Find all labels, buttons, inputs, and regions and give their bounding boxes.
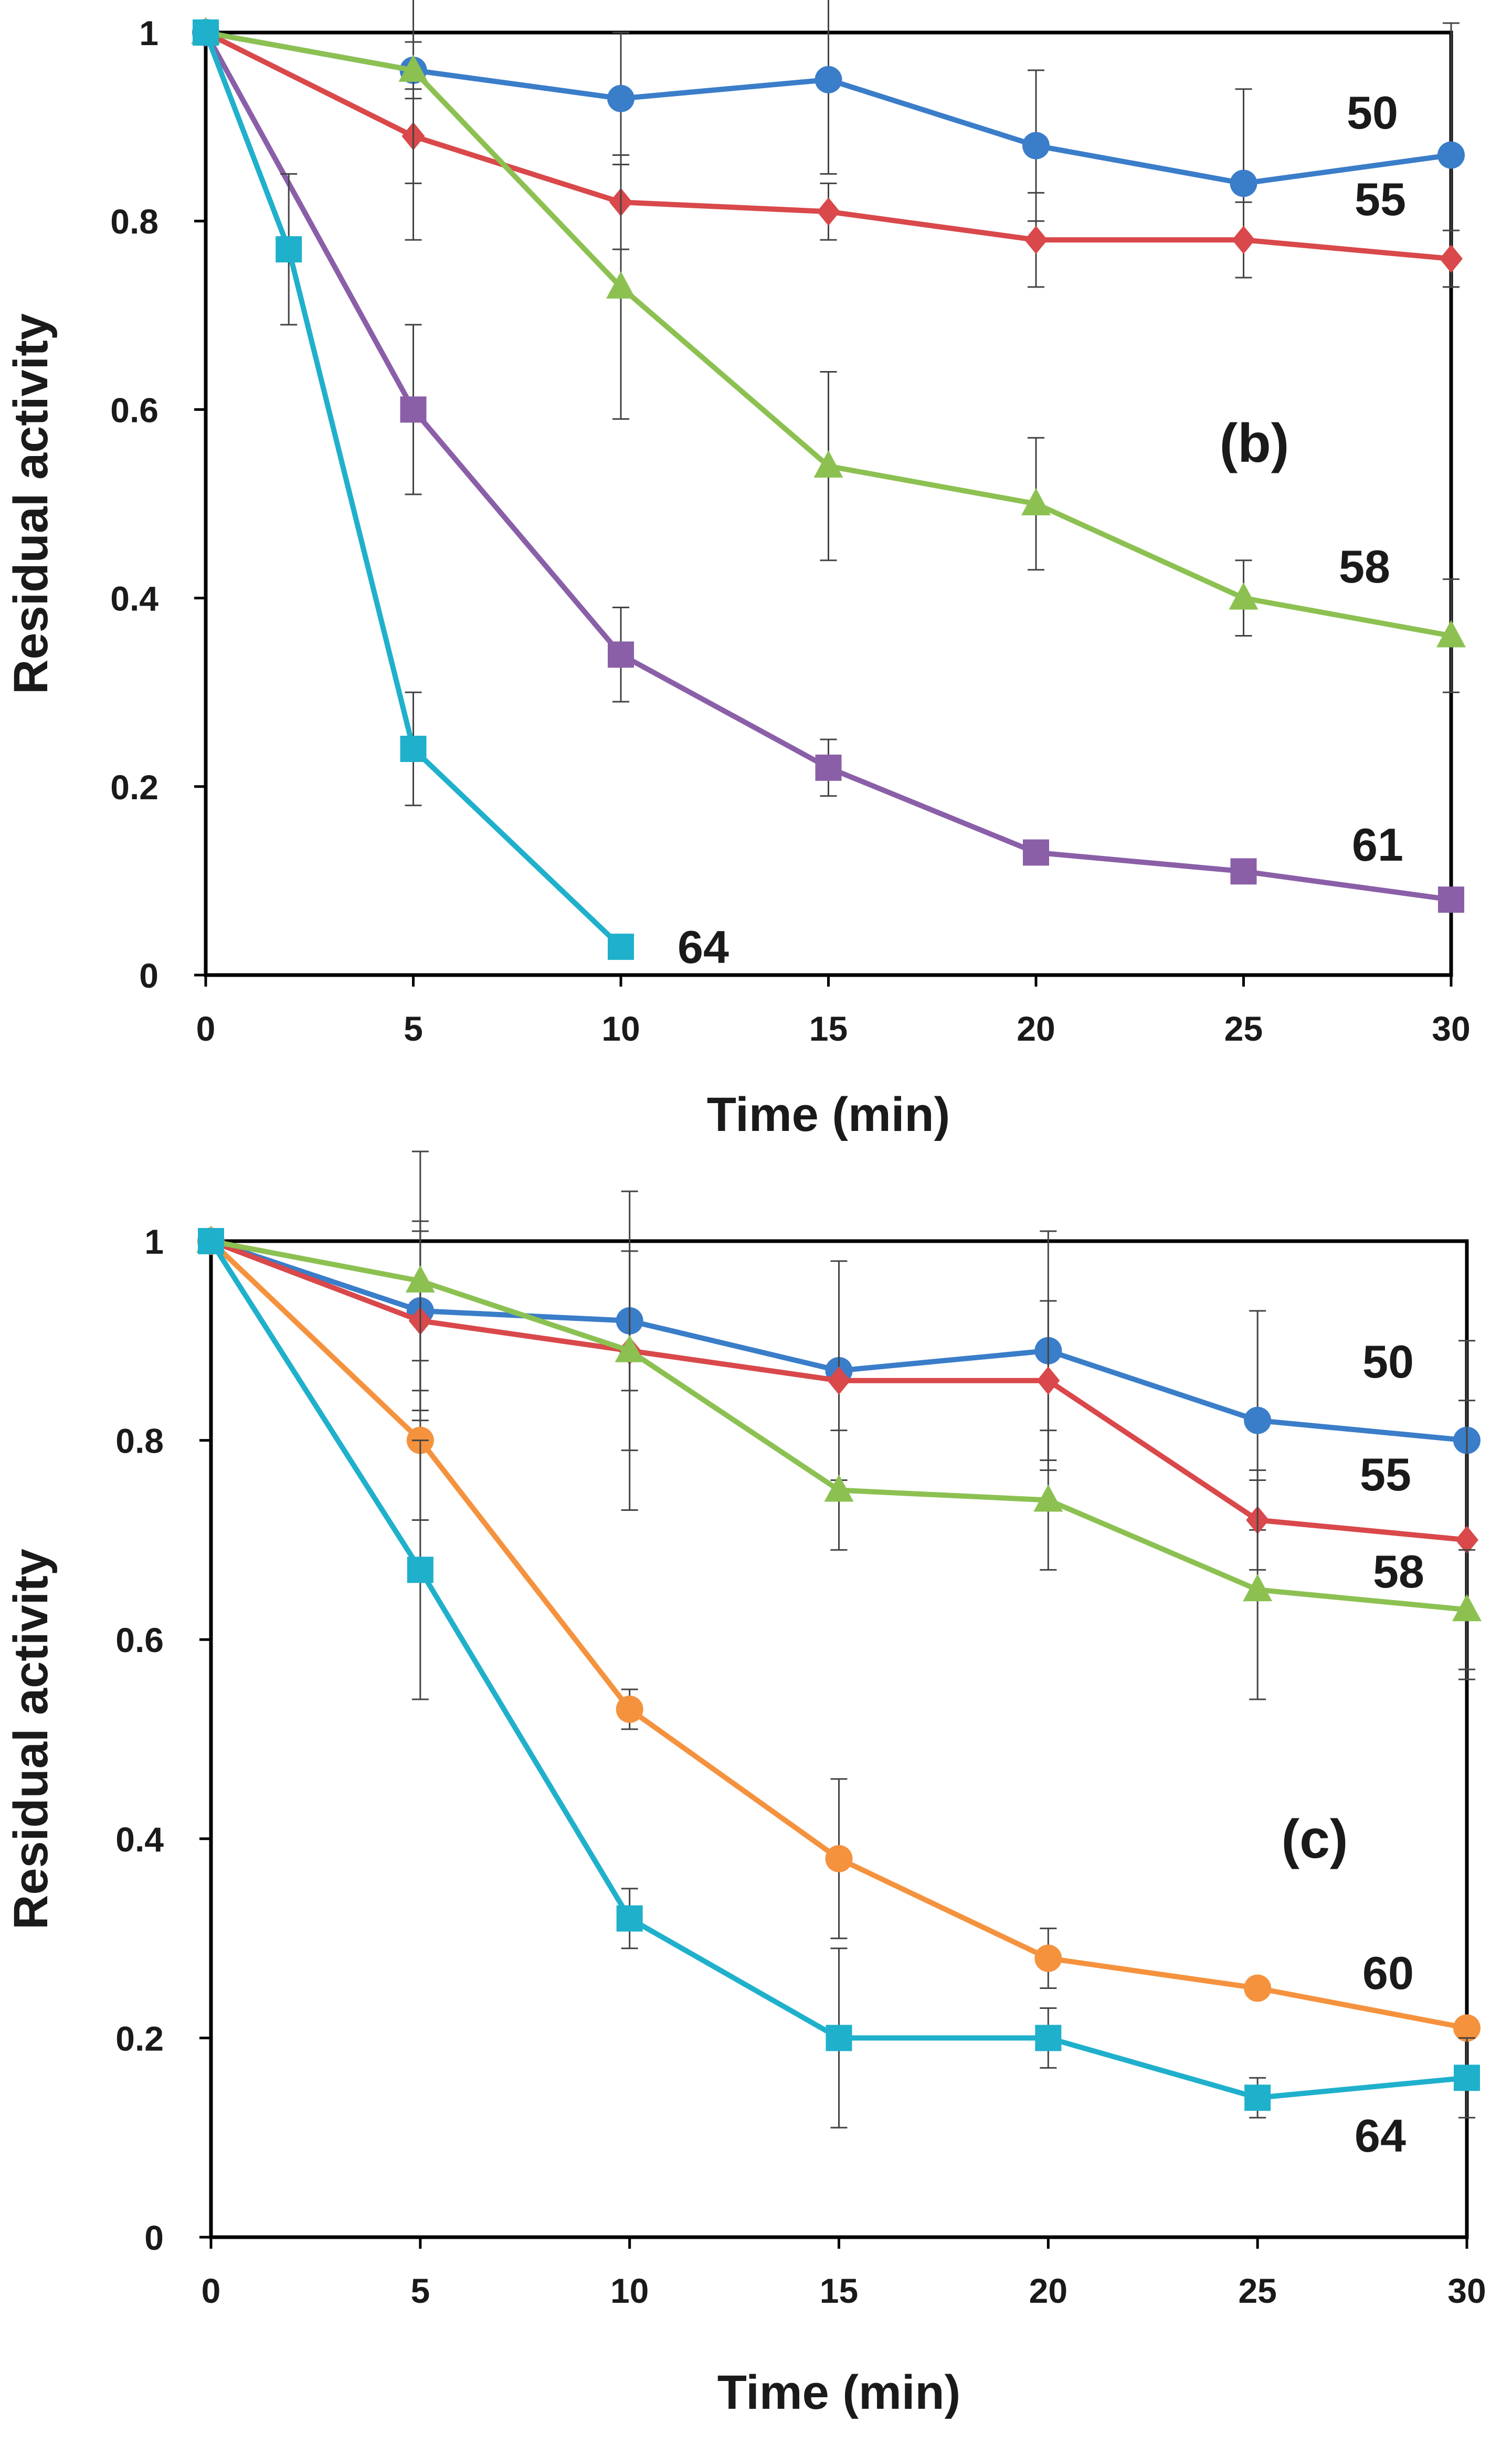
series-64: 64 [193,19,729,973]
data-point [1023,839,1049,866]
x-axis-title: Time (min) [707,1088,950,1141]
y-tick-label: 0 [139,956,158,995]
data-point [615,1335,644,1362]
series-61: 61 [193,19,1464,913]
y-tick-label: 0.4 [110,579,158,618]
series-58: 58 [191,0,1466,693]
y-tick-label: 1 [144,1222,164,1261]
data-point [1438,886,1464,913]
data-point [1440,245,1463,273]
y-tick-label: 1 [139,14,158,52]
data-point [276,236,302,263]
data-point [1454,2065,1480,2091]
y-tick-label: 0.8 [115,1422,164,1460]
data-point [1243,1574,1273,1602]
data-point [607,84,635,112]
x-tick-label: 20 [1017,1009,1055,1048]
y-tick-label: 0.2 [110,768,158,807]
x-tick-label: 0 [196,1009,216,1048]
y-axis-title: Residual activity [4,313,58,694]
data-point [405,1265,435,1293]
x-axis-title: Time (min) [717,2366,960,2419]
data-point [198,1228,224,1254]
series-label: 55 [1355,173,1406,225]
data-point [1230,858,1257,885]
data-point [825,1845,853,1872]
data-point [1244,2084,1271,2111]
panel-label: (c) [1281,1809,1348,1870]
data-point [1232,226,1255,255]
data-point [608,641,634,668]
x-tick-label: 0 [202,2271,221,2310]
data-point [1037,1366,1060,1395]
data-point [606,271,636,299]
data-point [407,1557,433,1583]
y-tick-label: 0.8 [110,202,158,241]
series-label: 61 [1352,819,1403,871]
panel-b: 0 5 10 15 20 25 30 0 0.2 0.4 0.6 0.8 1 Time (min) Resi… [4,0,1471,1141]
panel-c: 0 5 10 15 20 25 30 0 0.2 0.4 0.6 0.8 1 Time (min) Resi… [4,1150,1486,2419]
x-tick-label: 20 [1029,2271,1067,2310]
data-point [1034,1944,1062,1972]
data-point [815,66,842,93]
data-point [608,934,634,960]
data-point [1230,170,1257,197]
data-point [826,2025,852,2051]
series-label: 50 [1347,87,1398,139]
x-tick-label: 15 [820,2271,858,2310]
x-tick-label: 5 [410,2271,430,2310]
y-tick-label: 0 [144,2218,164,2257]
data-point [400,735,427,762]
series-64: 64 [198,1228,1480,2162]
data-point [616,1905,643,1932]
y-tick-label: 0.4 [115,1820,164,1859]
data-point [1453,2014,1481,2042]
x-tick-label: 15 [809,1009,848,1048]
y-tick-label: 0.6 [115,1621,164,1659]
data-point [1024,226,1048,255]
series-label: 60 [1362,1947,1414,1999]
x-tick-label: 25 [1238,2271,1276,2310]
x-tick-label: 10 [601,1009,640,1048]
series-label: 55 [1360,1448,1411,1500]
data-point [1436,620,1466,648]
x-tick-label: 30 [1447,2271,1486,2310]
data-point [1229,582,1259,610]
data-point [398,54,428,82]
data-point [827,1366,851,1395]
panel-label: (b) [1220,413,1289,474]
data-point [1452,1594,1482,1622]
x-tick-label: 30 [1432,1009,1470,1048]
y-tick-label: 0.2 [115,2019,164,2058]
x-tick-label: 5 [404,1009,423,1048]
data-point [400,396,427,423]
data-point [1033,1484,1063,1512]
data-point [817,197,840,226]
data-point [815,754,842,781]
series-line [203,31,623,949]
series-label: 64 [1355,2110,1406,2162]
data-point [1244,1974,1272,2002]
data-point [193,19,219,46]
data-point [824,1474,854,1502]
x-tick-label: 25 [1224,1009,1263,1048]
series-label: 58 [1373,1546,1424,1597]
series-58: 58 [196,1150,1482,1700]
data-point [1244,1406,1272,1434]
data-point [616,1696,643,1723]
series-label: 58 [1339,541,1390,592]
data-point [813,450,843,478]
y-axis-title: Residual activity [4,1549,58,1930]
series-label: 50 [1362,1336,1414,1388]
data-point [1021,488,1051,515]
data-point [1437,141,1465,169]
series-label: 64 [678,921,729,973]
data-point [1455,1526,1478,1554]
data-point [1022,132,1050,160]
data-point [1035,2025,1062,2051]
y-tick-label: 0.6 [110,390,158,429]
x-tick-label: 10 [610,2271,649,2310]
